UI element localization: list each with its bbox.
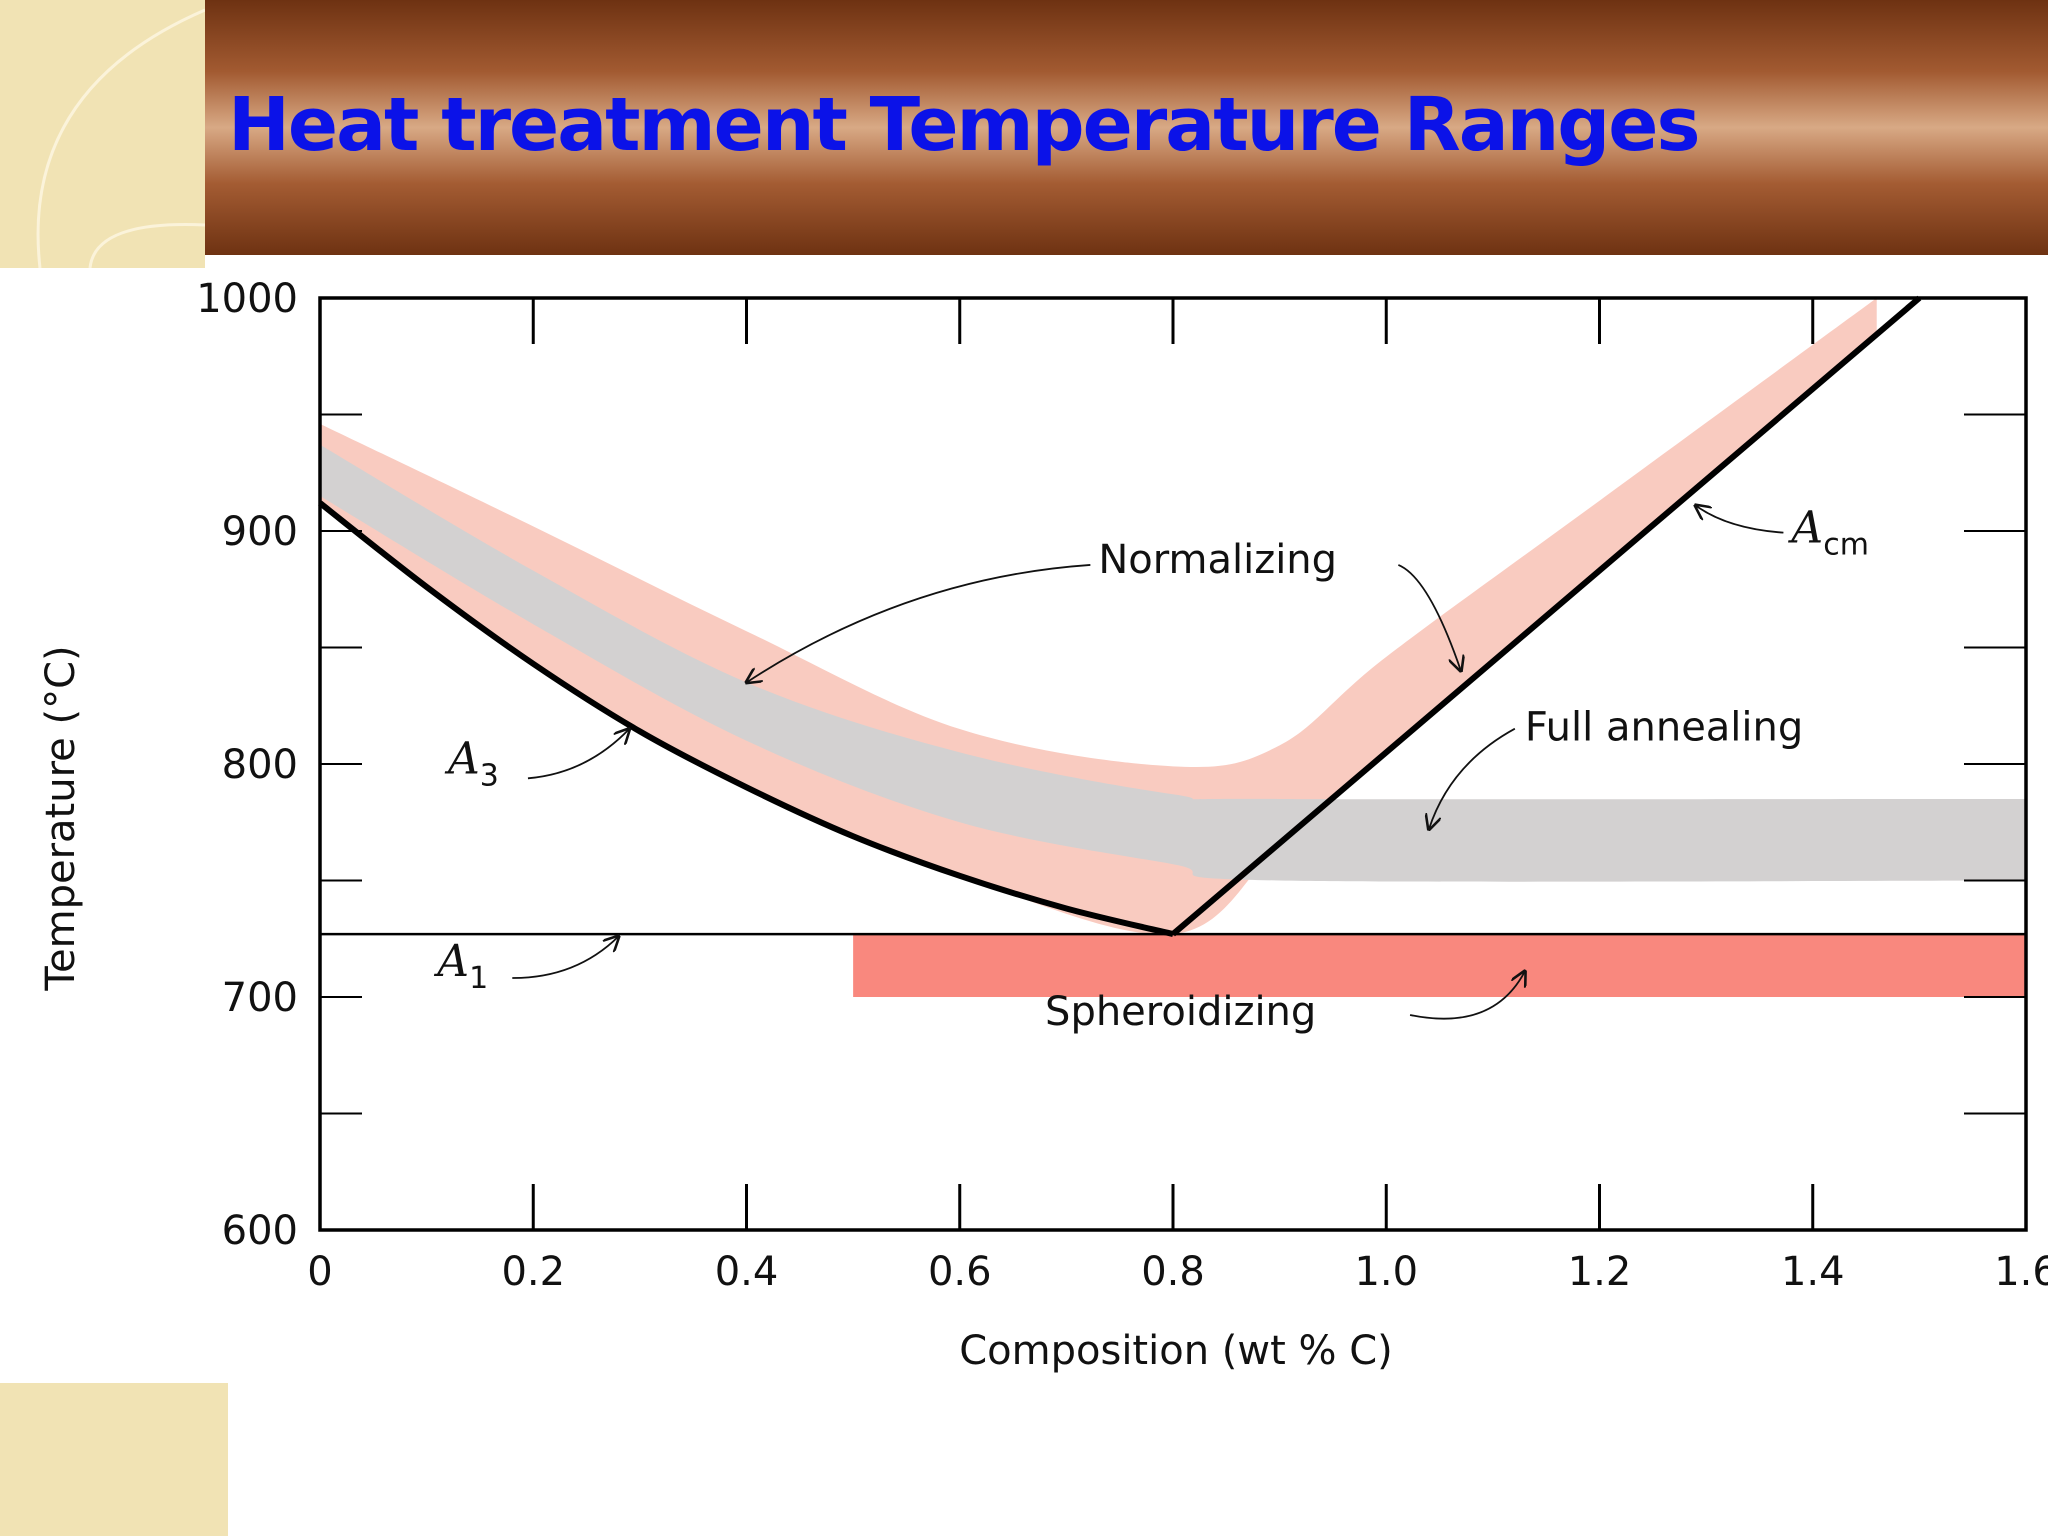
chart-annotations: Normalizing Full annealing Spheroidizing A3… [433, 503, 1869, 1035]
plot-frame [318, 296, 2028, 1232]
decorative-arcs [36, 8, 205, 268]
annotation-arrow [747, 564, 1091, 683]
x-tick-label: 1.0 [1354, 1249, 1418, 1295]
y-axis-label: Temperature (°C) [38, 645, 84, 991]
x-tick-label: 1.4 [1781, 1249, 1845, 1295]
label-a1: A1 [433, 936, 488, 996]
a3-line [318, 500, 1174, 938]
x-tick-label: 0.8 [1141, 1249, 1205, 1295]
annotation-arrow [1429, 727, 1516, 830]
y-tick-label: 1000 [196, 276, 298, 322]
y-tick-label: 700 [222, 975, 298, 1021]
annotation-normalizing: Normalizing [1098, 537, 1337, 583]
x-tick-label: 1.2 [1568, 1249, 1632, 1295]
y-tick-label: 800 [222, 742, 298, 788]
chart-axes [318, 296, 2028, 1232]
x-tick-label: 1.6 [1994, 1249, 2048, 1295]
acm-line [1171, 295, 1922, 937]
annotation-full-annealing: Full annealing [1525, 705, 1803, 751]
label-acm: Acm [1787, 503, 1869, 563]
slide-corner-decoration [0, 0, 205, 268]
y-tick-label: 900 [222, 509, 298, 555]
region-spheroidizing [853, 934, 2026, 997]
annotation-arrow [1398, 564, 1461, 671]
label-a3: A3 [444, 733, 499, 793]
annotation-arrow [1409, 971, 1525, 1020]
slide-title: Heat treatment Temperature Ranges [228, 82, 1701, 168]
region-full-annealing [320, 444, 2026, 882]
label-arrow-a1 [512, 936, 618, 979]
x-axis-label: Composition (wt % C) [959, 1328, 1393, 1374]
label-a3-subscript: 3 [480, 758, 499, 793]
label-a1-subscript: 1 [469, 961, 488, 996]
slide-corner-decoration-bottom [0, 1383, 228, 1536]
chart-regions [320, 298, 2026, 997]
title-banner [205, 0, 2048, 255]
chart-tick-labels: 0 0.2 0.4 0.6 0.8 1.0 1.2 1.4 1.6 600 700 800 900 100… [196, 276, 2048, 1295]
x-tick-label: 0 [307, 1249, 332, 1295]
y-tick-label: 600 [222, 1208, 298, 1254]
label-acm-subscript: cm [1823, 528, 1869, 563]
annotation-spheroidizing: Spheroidizing [1045, 989, 1316, 1035]
label-arrow-a3 [527, 729, 629, 780]
x-tick-label: 0.4 [715, 1249, 779, 1295]
label-arrow-acm [1695, 505, 1784, 534]
x-tick-label: 0.6 [928, 1249, 992, 1295]
x-tick-label: 0.2 [501, 1249, 565, 1295]
